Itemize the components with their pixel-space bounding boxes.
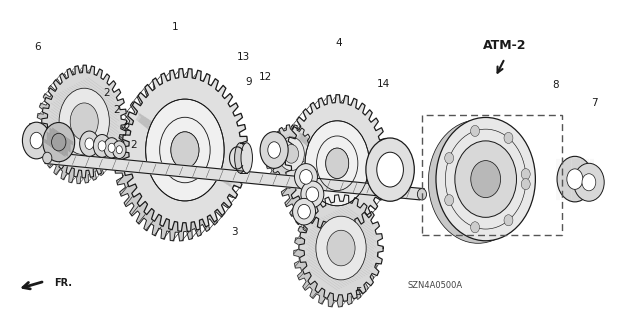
Ellipse shape <box>43 152 52 164</box>
Ellipse shape <box>470 222 479 233</box>
Ellipse shape <box>582 174 596 191</box>
Ellipse shape <box>504 215 513 226</box>
Ellipse shape <box>108 143 115 152</box>
Text: 6: 6 <box>35 42 41 52</box>
Text: 12: 12 <box>259 72 273 82</box>
Ellipse shape <box>470 125 479 137</box>
Ellipse shape <box>471 160 500 197</box>
Text: ATM-2: ATM-2 <box>483 39 527 52</box>
Polygon shape <box>122 69 248 231</box>
Text: 2: 2 <box>113 106 120 115</box>
Ellipse shape <box>504 132 513 144</box>
Ellipse shape <box>104 138 120 158</box>
Ellipse shape <box>377 152 403 187</box>
Text: SZN4A0500A: SZN4A0500A <box>407 281 462 291</box>
Ellipse shape <box>455 141 516 217</box>
Ellipse shape <box>85 138 93 149</box>
Ellipse shape <box>113 141 126 159</box>
Text: 2: 2 <box>103 88 110 98</box>
Ellipse shape <box>260 132 288 168</box>
Ellipse shape <box>567 169 583 189</box>
Ellipse shape <box>278 137 305 171</box>
Text: 15: 15 <box>298 208 311 218</box>
Ellipse shape <box>241 143 252 173</box>
Ellipse shape <box>30 132 43 149</box>
Ellipse shape <box>366 138 414 201</box>
Ellipse shape <box>298 204 310 219</box>
Text: 4: 4 <box>336 38 342 48</box>
Text: 2: 2 <box>131 140 137 150</box>
Ellipse shape <box>284 145 299 163</box>
Ellipse shape <box>294 164 317 190</box>
Text: 9: 9 <box>245 77 252 87</box>
Text: 5: 5 <box>355 287 362 297</box>
Text: 1: 1 <box>172 22 178 32</box>
Polygon shape <box>269 125 314 183</box>
Ellipse shape <box>171 132 199 168</box>
Text: FR.: FR. <box>54 278 72 288</box>
Text: 11: 11 <box>47 134 60 144</box>
Ellipse shape <box>98 141 106 151</box>
Ellipse shape <box>300 170 312 184</box>
Text: 14: 14 <box>377 78 390 89</box>
Polygon shape <box>285 95 389 232</box>
Ellipse shape <box>22 122 51 159</box>
Ellipse shape <box>146 99 224 201</box>
Text: 15: 15 <box>304 184 317 195</box>
Ellipse shape <box>428 120 528 243</box>
Polygon shape <box>45 152 424 200</box>
Text: 2: 2 <box>124 123 130 133</box>
Text: 10: 10 <box>28 123 41 133</box>
Ellipse shape <box>417 189 426 200</box>
Ellipse shape <box>306 187 319 202</box>
Ellipse shape <box>235 143 246 173</box>
Ellipse shape <box>326 148 349 178</box>
Ellipse shape <box>70 103 99 140</box>
Ellipse shape <box>305 121 369 206</box>
Ellipse shape <box>79 131 99 156</box>
Text: 15: 15 <box>293 161 306 171</box>
Polygon shape <box>42 65 127 178</box>
Ellipse shape <box>436 117 536 241</box>
Ellipse shape <box>59 88 109 155</box>
Polygon shape <box>299 195 383 301</box>
Polygon shape <box>294 200 378 307</box>
Ellipse shape <box>327 230 355 266</box>
Text: 3: 3 <box>230 227 237 237</box>
Ellipse shape <box>292 198 316 225</box>
Ellipse shape <box>557 156 593 202</box>
Ellipse shape <box>301 181 324 208</box>
Ellipse shape <box>521 179 530 189</box>
Ellipse shape <box>268 142 280 158</box>
Text: 8: 8 <box>552 80 559 90</box>
Polygon shape <box>279 103 383 240</box>
Polygon shape <box>266 129 310 187</box>
Ellipse shape <box>43 122 75 162</box>
Ellipse shape <box>116 146 122 154</box>
Polygon shape <box>115 78 240 241</box>
Ellipse shape <box>52 133 66 151</box>
Ellipse shape <box>521 168 530 180</box>
Ellipse shape <box>445 152 454 164</box>
Text: 7: 7 <box>591 98 597 108</box>
Ellipse shape <box>316 216 366 280</box>
Polygon shape <box>36 71 122 184</box>
Text: 13: 13 <box>237 52 250 62</box>
Ellipse shape <box>573 163 604 201</box>
Ellipse shape <box>93 135 111 157</box>
Ellipse shape <box>445 195 454 206</box>
